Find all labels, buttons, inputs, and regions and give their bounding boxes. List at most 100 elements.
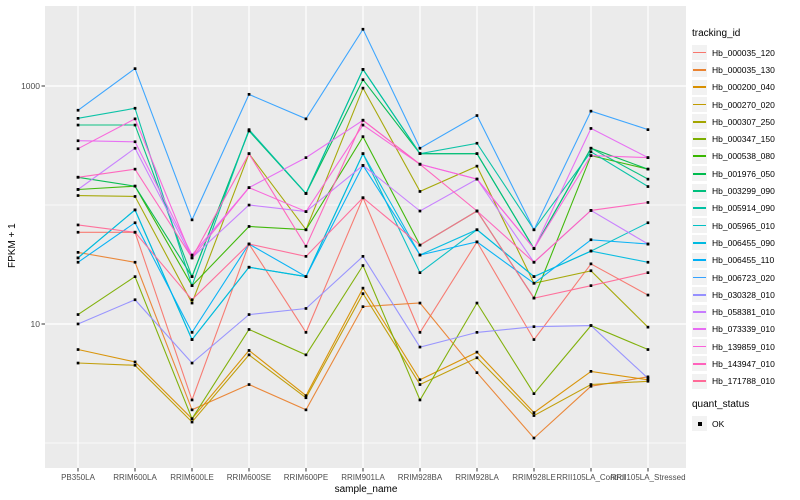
data-point (475, 152, 479, 155)
data-point (133, 146, 137, 150)
legend-title-quant-status: quant_status (692, 398, 750, 410)
data-point (589, 146, 593, 150)
data-point (247, 186, 251, 189)
data-point (589, 238, 593, 242)
legend-key (692, 416, 707, 432)
legend-key (692, 321, 707, 337)
legend-key (692, 373, 707, 389)
data-point (646, 378, 650, 382)
x-tick-label: RRIM600LE (170, 473, 214, 482)
legend-key-line-icon (693, 190, 706, 192)
legend-item-label: Hb_000035_130 (712, 64, 775, 75)
data-point (418, 398, 422, 402)
legend-item-label: Hb_006455_110 (712, 255, 775, 266)
legend-item: Hb_005965_010 (692, 217, 798, 234)
data-point (190, 284, 194, 287)
data-point (646, 293, 650, 297)
legend-item-label: Hb_143947_010 (712, 358, 775, 369)
legend-key (692, 166, 707, 182)
legend-key (692, 218, 707, 234)
legend-key-line-icon (693, 380, 706, 383)
x-tick-label: RRII105LA_Stressed (610, 473, 686, 482)
data-point (418, 383, 422, 386)
data-point (589, 262, 593, 266)
legend-item: Hb_000035_130 (692, 61, 798, 78)
data-point (190, 298, 194, 302)
legend-key (692, 131, 707, 147)
data-point (646, 260, 650, 264)
data-point (646, 375, 650, 379)
data-point (190, 253, 194, 257)
data-point (589, 150, 593, 154)
data-point (304, 117, 308, 121)
legend-item-label: Hb_000347_150 (712, 134, 775, 145)
data-point (304, 353, 308, 357)
legend-item: Hb_000200_040 (692, 79, 798, 96)
legend-item-label: Hb_006455_090 (712, 237, 775, 248)
data-point (361, 196, 365, 200)
data-point (133, 363, 137, 367)
x-tick-label: PB350LA (61, 473, 95, 482)
data-point (304, 408, 308, 412)
legend-item-label: Hb_000270_020 (712, 99, 775, 110)
legend-key (692, 148, 707, 164)
data-point (133, 67, 137, 70)
data-point (76, 230, 80, 234)
data-point (76, 361, 80, 365)
data-point (361, 292, 365, 295)
data-point (190, 417, 194, 421)
data-point (247, 152, 251, 155)
data-point (475, 164, 479, 168)
data-point (247, 313, 251, 316)
y-axis-title: FPKM + 1 (7, 223, 18, 268)
legend-key-line-icon (693, 172, 706, 175)
data-point (418, 253, 422, 257)
data-point (532, 411, 536, 414)
legend-key-line-icon (693, 345, 706, 348)
data-point (589, 384, 593, 388)
data-point (133, 106, 137, 110)
data-point (646, 348, 650, 351)
data-point (475, 209, 479, 213)
x-tick-label: RRIM928LA (455, 473, 499, 482)
legend-key (692, 79, 707, 95)
data-point (76, 194, 80, 197)
legend-key-line-icon (693, 207, 706, 210)
data-point (76, 313, 80, 316)
data-point (532, 281, 536, 285)
data-point (589, 269, 593, 273)
data-point (304, 255, 308, 258)
data-point (247, 353, 251, 357)
data-point (646, 201, 650, 204)
x-tick-label: RRIM600LA (113, 473, 157, 482)
data-point (418, 378, 422, 382)
data-point (361, 305, 365, 308)
legend-item-label: Hb_006723_020 (712, 272, 775, 283)
data-point (361, 264, 365, 267)
data-point (646, 242, 650, 246)
legend-item: Hb_058381_010 (692, 303, 798, 320)
legend-item-label: Hb_005965_010 (712, 220, 775, 231)
legend-key-line-icon (693, 155, 706, 158)
data-point (532, 247, 536, 250)
legend-item: Hb_143947_010 (692, 355, 798, 372)
legend-key-line-icon (693, 276, 706, 279)
data-point (418, 271, 422, 274)
data-point (190, 361, 194, 365)
x-tick-label: RRIM928BA (397, 473, 443, 482)
legend-key (692, 252, 707, 268)
data-point (190, 420, 194, 424)
data-point (646, 221, 650, 225)
data-point (589, 109, 593, 113)
data-point (190, 408, 194, 412)
x-tick-label: RRIM600PE (283, 473, 329, 482)
data-point (646, 379, 650, 383)
data-point (475, 228, 479, 232)
data-point (418, 152, 422, 155)
legend-item: Hb_000270_020 (692, 96, 798, 113)
legend-key-line-icon (693, 241, 706, 244)
legend-item: Hb_001976_050 (692, 165, 798, 182)
legend-item: Hb_000538_080 (692, 148, 798, 165)
data-point (304, 275, 308, 278)
